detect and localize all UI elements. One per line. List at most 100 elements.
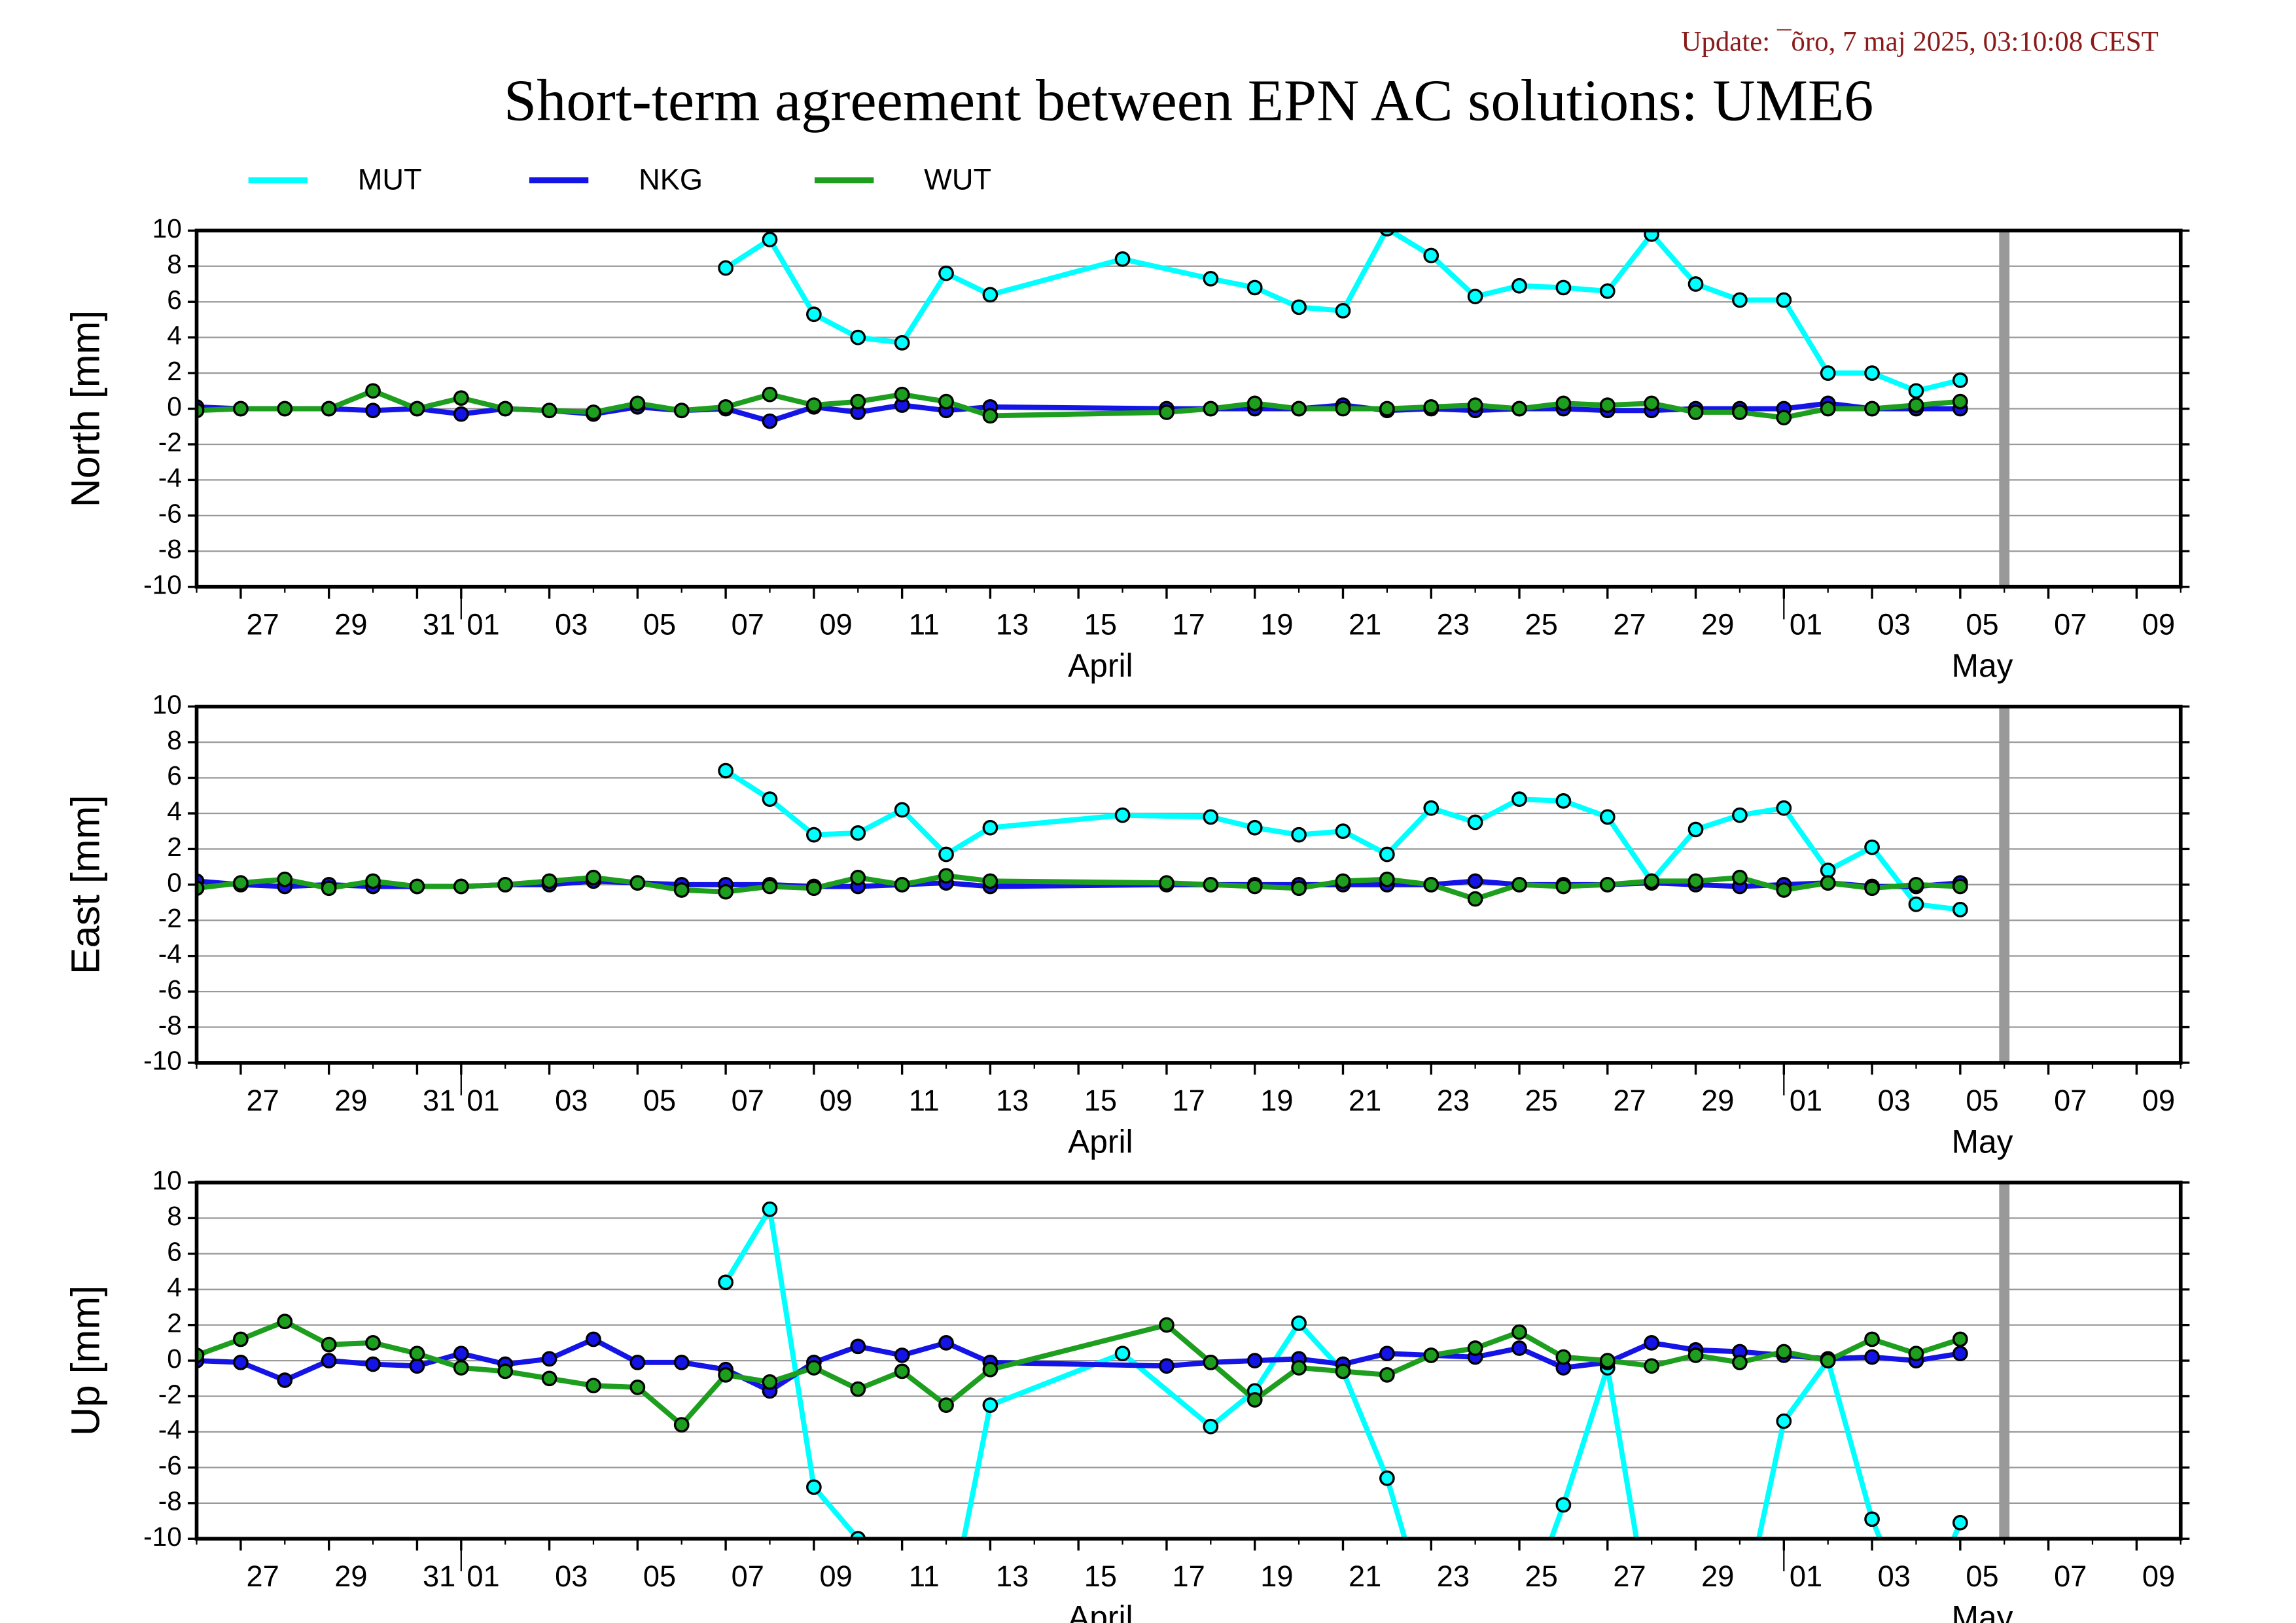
y-tick-label: -2 bbox=[158, 903, 182, 933]
x-tick-label: 09 bbox=[2142, 1560, 2175, 1593]
x-tick-label: 27 bbox=[1613, 1084, 1646, 1117]
x-tick-label: 01 bbox=[1790, 1560, 1822, 1593]
data-point bbox=[1203, 809, 1219, 825]
data-point bbox=[1820, 1353, 1836, 1368]
x-tick-label: 03 bbox=[555, 608, 588, 641]
data-point bbox=[453, 878, 469, 895]
data-point bbox=[1335, 823, 1351, 840]
plot-area bbox=[196, 230, 1968, 429]
data-point bbox=[1467, 289, 1483, 304]
data-point bbox=[1820, 875, 1836, 891]
data-point bbox=[1864, 880, 1880, 897]
data-point bbox=[806, 827, 822, 843]
x-tick-label: 11 bbox=[909, 608, 940, 641]
data-point bbox=[982, 1397, 998, 1413]
legend-label: WUT bbox=[924, 163, 991, 196]
data-point bbox=[1732, 870, 1748, 885]
data-point bbox=[1203, 401, 1219, 417]
data-point bbox=[453, 406, 469, 422]
data-point bbox=[629, 875, 646, 891]
data-point bbox=[1511, 277, 1527, 294]
y-tick-label: -6 bbox=[158, 1450, 182, 1480]
data-point bbox=[365, 1335, 381, 1351]
x-tick-label: 05 bbox=[643, 1084, 676, 1117]
data-point bbox=[718, 1274, 733, 1291]
data-point bbox=[1908, 896, 1924, 912]
data-point bbox=[982, 408, 998, 424]
x-tick-label: 05 bbox=[1966, 1560, 1998, 1593]
data-point bbox=[1423, 247, 1439, 264]
y-tick-label: 0 bbox=[167, 391, 182, 421]
data-point bbox=[1599, 283, 1616, 299]
x-tick-label: 29 bbox=[334, 608, 367, 641]
month-label: April bbox=[1068, 647, 1133, 684]
x-tick-label: 05 bbox=[643, 608, 676, 641]
plot-frame bbox=[194, 228, 2183, 589]
data-point bbox=[1644, 1358, 1660, 1374]
x-tick-label: 31 bbox=[423, 1560, 455, 1593]
x-tick-label: 31 bbox=[423, 608, 455, 641]
x-tick-label: 21 bbox=[1349, 608, 1381, 641]
data-point bbox=[1776, 882, 1792, 898]
data-point bbox=[1687, 1347, 1704, 1363]
data-point bbox=[1159, 875, 1174, 891]
y-tick-label: 4 bbox=[167, 1272, 182, 1302]
x-tick-label: 29 bbox=[1701, 1084, 1734, 1117]
data-point bbox=[277, 1372, 293, 1388]
y-tick-label: 2 bbox=[167, 832, 182, 862]
x-tick-label: 07 bbox=[732, 608, 764, 641]
data-point bbox=[541, 1351, 557, 1367]
data-point bbox=[938, 1397, 954, 1413]
data-point bbox=[277, 1313, 293, 1330]
data-point bbox=[233, 401, 249, 417]
data-point bbox=[409, 878, 425, 895]
update-stamp: Update: ¯õro, 7 maj 2025, 03:10:08 CEST bbox=[1681, 27, 2158, 58]
data-point bbox=[850, 1381, 866, 1397]
x-tick-label: 07 bbox=[732, 1084, 764, 1117]
data-point bbox=[453, 390, 469, 406]
data-point bbox=[762, 878, 778, 895]
data-point bbox=[806, 880, 822, 897]
data-point bbox=[1732, 292, 1748, 308]
data-point bbox=[1864, 1349, 1880, 1365]
data-point bbox=[541, 1370, 557, 1387]
data-point bbox=[1335, 302, 1351, 319]
y-tick-label: 8 bbox=[167, 1201, 182, 1231]
x-tick-label: 15 bbox=[1084, 608, 1117, 641]
data-point bbox=[453, 1360, 469, 1376]
data-point bbox=[938, 846, 954, 863]
data-point bbox=[806, 306, 822, 323]
x-tick-label: 27 bbox=[246, 1560, 279, 1593]
x-tick-label: 25 bbox=[1525, 1560, 1558, 1593]
x-tick-label: 19 bbox=[1260, 1084, 1293, 1117]
data-point bbox=[1291, 1315, 1307, 1331]
data-point bbox=[586, 1331, 601, 1347]
data-point bbox=[1732, 404, 1748, 420]
x-tick-label: 07 bbox=[732, 1560, 764, 1593]
data-point bbox=[1687, 821, 1704, 838]
x-tick-label: 31 bbox=[423, 1084, 455, 1117]
data-point bbox=[497, 1363, 514, 1380]
data-point bbox=[806, 1479, 822, 1495]
x-tick-label: 11 bbox=[909, 1560, 940, 1593]
x-tick-label: 21 bbox=[1349, 1560, 1381, 1593]
x-tick-label: 03 bbox=[1878, 1084, 1911, 1117]
plot-frame bbox=[194, 704, 2183, 1065]
x-tick-label: 05 bbox=[1966, 1084, 1998, 1117]
data-point bbox=[1644, 230, 1660, 242]
data-point bbox=[1114, 807, 1131, 823]
data-point bbox=[321, 1336, 337, 1353]
data-point bbox=[1732, 807, 1748, 823]
data-point bbox=[1246, 279, 1263, 296]
x-tick-label: 27 bbox=[1613, 608, 1646, 641]
y-tick-label: 8 bbox=[167, 249, 182, 279]
x-tick-label: 09 bbox=[819, 608, 852, 641]
data-point bbox=[365, 873, 381, 889]
data-point bbox=[1952, 878, 1968, 895]
x-tick-label: 01 bbox=[467, 1560, 499, 1593]
x-tick-label: 29 bbox=[1701, 608, 1734, 641]
data-point bbox=[1511, 401, 1527, 417]
data-point bbox=[1776, 1344, 1792, 1360]
data-point bbox=[1379, 401, 1395, 417]
